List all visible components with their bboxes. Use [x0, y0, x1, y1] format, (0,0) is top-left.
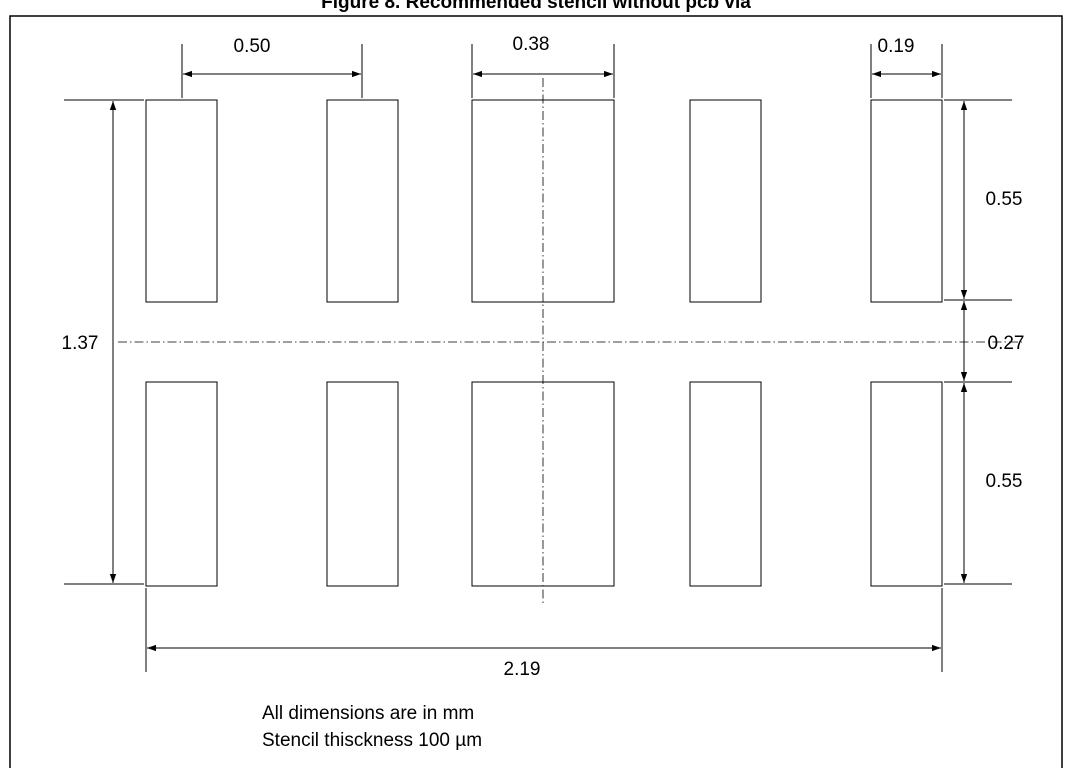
pad-top-1 — [145, 99, 218, 303]
pad-top-5 — [870, 99, 943, 303]
figure-title: Figure 8. Recommended stencil without pc… — [321, 0, 751, 13]
pitch-label: 0.50 — [234, 36, 271, 57]
pad-width-label: 0.19 — [878, 36, 915, 57]
pad-top-2 — [326, 99, 399, 303]
figure-frame — [9, 15, 1063, 768]
pad-gap-label: 0.27 — [988, 333, 1025, 354]
pad-height-top-label: 0.55 — [986, 189, 1023, 210]
pad-bottom-2 — [326, 381, 399, 587]
total-height-label: 1.37 — [62, 333, 99, 354]
pad-bottom-1 — [145, 381, 218, 587]
total-width-label: 2.19 — [504, 659, 541, 680]
note-stencil-thickness: Stencil thisckness 100 µm — [262, 730, 482, 751]
note-units: All dimensions are in mm — [262, 703, 474, 724]
pad-bottom-4 — [689, 381, 762, 587]
pad-height-bottom-label: 0.55 — [986, 471, 1023, 492]
center-width-label: 0.38 — [513, 34, 550, 55]
pad-bottom-5 — [870, 381, 943, 587]
pad-top-4 — [689, 99, 762, 303]
